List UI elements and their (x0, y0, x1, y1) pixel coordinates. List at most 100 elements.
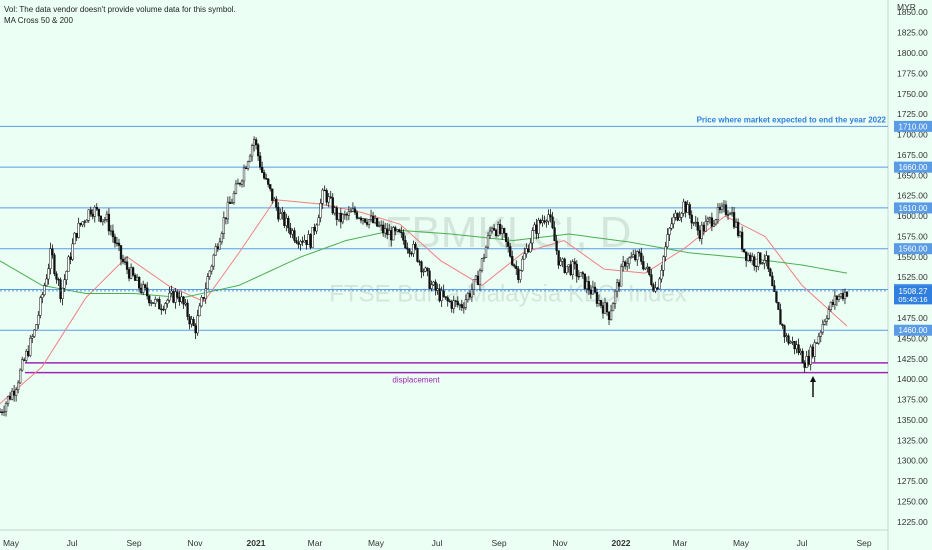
candle-body (464, 299, 468, 308)
candle-body (390, 230, 393, 241)
candle-body (418, 261, 421, 263)
candle-body (474, 275, 478, 280)
candle-body (188, 316, 191, 325)
candle-body (57, 278, 60, 281)
candle-body (605, 302, 609, 313)
candle-body (680, 213, 683, 218)
candle-body (228, 201, 232, 204)
candle-body (771, 275, 774, 286)
level-tag (894, 120, 932, 132)
candle-body (14, 389, 18, 396)
candle-body (835, 295, 839, 300)
candle-body (718, 207, 722, 210)
candle-body (273, 198, 276, 201)
candle-body (83, 221, 86, 223)
candle-body (551, 216, 554, 228)
candle-body (424, 267, 427, 272)
x-tick-label: Nov (552, 538, 568, 548)
candle-body (470, 289, 474, 298)
candle-body (488, 230, 492, 236)
candle-body (799, 350, 802, 354)
candle-body (343, 213, 347, 216)
arrow-head (810, 376, 816, 382)
x-tick-label: Jul (67, 538, 78, 548)
candle-body (613, 290, 617, 304)
candle-body (444, 296, 447, 298)
candle-body (283, 211, 286, 226)
candle-body (382, 224, 385, 234)
y-tick-label: 1375.00 (897, 395, 928, 405)
candle-body (573, 261, 576, 265)
level-tag-label: 1610.00 (899, 204, 928, 213)
candle-body (658, 278, 661, 290)
candle-body (541, 220, 544, 224)
candle-body (549, 214, 552, 218)
candle-body (624, 261, 627, 267)
candle-body (142, 284, 145, 293)
candle-body (724, 204, 728, 215)
candle-body (704, 221, 707, 232)
candle-body (129, 267, 133, 279)
candle-body (93, 207, 96, 217)
candle-body (295, 240, 298, 243)
candle-body (472, 279, 476, 290)
candle-body (190, 319, 193, 325)
candle-body (599, 300, 603, 306)
candle-body (513, 264, 516, 267)
candle-body (59, 279, 62, 299)
y-tick-label: 1575.00 (897, 231, 928, 241)
candle-body (632, 254, 635, 258)
candle-body (41, 294, 44, 298)
y-tick-label: 1300.00 (897, 456, 928, 466)
x-tick-label: Mar (673, 538, 688, 548)
candle-body (365, 221, 369, 225)
candle-body (511, 256, 514, 266)
candle-body (593, 286, 597, 293)
y-tick-label: 1700.00 (897, 130, 928, 140)
candle-body (779, 309, 782, 325)
candle-body (837, 296, 841, 300)
candle-body (140, 287, 143, 293)
candle-body (769, 268, 772, 277)
candle-body (87, 209, 90, 221)
candle-body (412, 243, 415, 254)
candle-body (388, 230, 391, 235)
candle-body (180, 296, 183, 302)
candle-body (8, 396, 12, 400)
candle-body (793, 341, 796, 350)
candle-body (747, 254, 750, 261)
candle-body (347, 211, 351, 216)
candle-body (501, 228, 504, 234)
candle-body (589, 289, 593, 295)
candle-body (43, 285, 46, 295)
candle-body (535, 224, 538, 234)
candle-body (377, 225, 381, 227)
x-tick-label: Sep (856, 538, 871, 548)
candle-body (654, 287, 657, 292)
candle-body (803, 362, 806, 368)
candle-body (162, 308, 165, 311)
candle-body (331, 197, 334, 214)
candle-body (745, 251, 748, 261)
candle-body (817, 336, 820, 344)
candle-body (795, 344, 798, 350)
y-tick-label: 1250.00 (897, 496, 928, 506)
candle-body (690, 214, 693, 224)
candle-body (252, 139, 256, 146)
candle-body (166, 299, 169, 304)
candle-body (212, 254, 215, 267)
x-tick-label: May (733, 538, 750, 548)
candle-body (186, 302, 189, 317)
candle-body (460, 304, 463, 308)
x-tick-label: 2022 (612, 538, 631, 548)
candle-body (650, 274, 653, 285)
candle-body (597, 300, 601, 304)
candle-body (791, 341, 794, 343)
candle-body (214, 246, 217, 256)
candle-body (565, 266, 568, 273)
candle-body (571, 261, 574, 276)
candle-body (309, 234, 312, 248)
candle-body (297, 242, 300, 245)
